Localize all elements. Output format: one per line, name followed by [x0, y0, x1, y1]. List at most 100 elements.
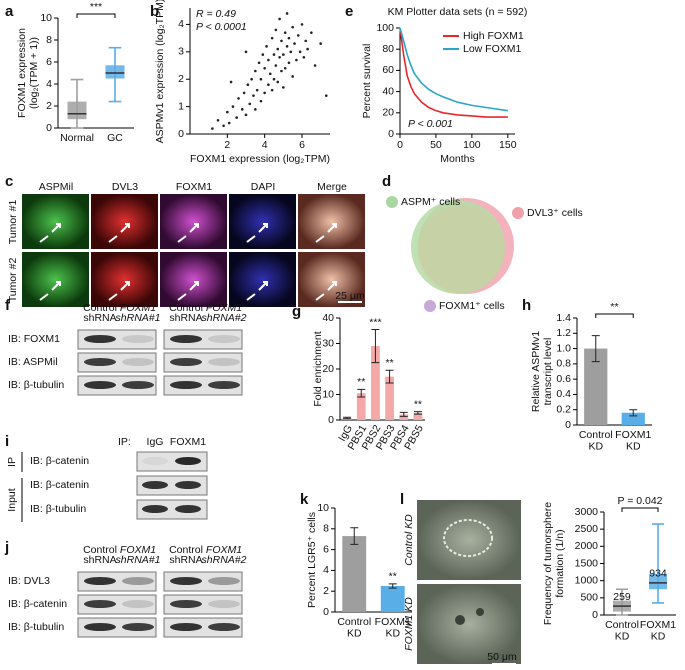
arrow — [108, 281, 130, 301]
blot — [163, 329, 243, 350]
point — [276, 47, 280, 51]
row-label: IB: FOXM1 — [8, 333, 60, 345]
point — [270, 88, 274, 92]
bar — [399, 414, 409, 420]
blot-band — [84, 335, 116, 343]
error-bar — [371, 328, 380, 364]
y-axis-label: Fold enrichment — [312, 331, 324, 406]
point — [293, 42, 296, 45]
x-tick-label: 100 — [463, 139, 481, 151]
x-tick-label: 50 — [430, 139, 442, 151]
lane-label: shRNA#2 — [202, 554, 247, 566]
y-tick-label: 0.4 — [556, 388, 571, 400]
micrograph — [160, 252, 227, 307]
lane-label: shRNA#1 — [116, 554, 161, 566]
row-label: IB: β-tubulin — [8, 379, 64, 391]
blot-band — [122, 600, 154, 608]
row-label: IB: DVL3 — [8, 575, 50, 587]
blot — [77, 571, 157, 592]
point — [306, 47, 309, 51]
arrow — [246, 281, 268, 301]
error-bar — [357, 388, 366, 398]
panel-label: h — [522, 297, 531, 314]
x-tick-label: 6 — [299, 139, 305, 151]
y-tick-label: 100 — [376, 22, 394, 34]
lane-label: FOXM1 — [120, 302, 156, 314]
scale-label: 25 μm — [335, 290, 365, 302]
blot-band — [142, 481, 168, 489]
micrograph — [298, 194, 365, 249]
error-bar — [350, 527, 359, 545]
lane-label: FOXM1 — [170, 436, 206, 448]
row-label: IB: β-catenin — [30, 479, 89, 491]
blot-band — [170, 623, 202, 631]
point — [287, 61, 291, 65]
bar — [413, 412, 423, 420]
x-axis-label: Months — [440, 153, 474, 165]
y-tick-label: 10 — [40, 12, 52, 24]
blot-band — [122, 577, 154, 585]
y-tick-label: 1000 — [575, 574, 599, 586]
x-tick-label: 2 — [224, 139, 230, 151]
column-label: DAPI — [251, 181, 276, 193]
median-label: 934 — [649, 568, 667, 580]
y-axis-label: Relative ASPMv1 — [530, 331, 542, 412]
label-line: FOXM1 — [615, 429, 651, 441]
point — [300, 23, 304, 26]
label-line: KD — [626, 440, 641, 452]
blot-band — [208, 623, 240, 631]
bar — [371, 346, 380, 420]
y-tick-label: 8 — [323, 523, 329, 535]
blot — [136, 499, 208, 520]
point — [259, 77, 263, 81]
label-line: KD — [588, 440, 603, 452]
ip-label: IP: — [118, 436, 131, 448]
y-tick-label: 4 — [178, 18, 184, 30]
point — [268, 72, 272, 76]
blot-band — [170, 381, 202, 389]
annotation: P < 0.0001 — [196, 21, 247, 33]
image-label: Control KD — [403, 514, 415, 566]
point — [211, 127, 214, 130]
row-label: IB: β-catenin — [8, 598, 67, 610]
error-bar — [385, 369, 394, 384]
blot-band — [84, 381, 116, 389]
label-line: FOXM1 — [640, 619, 676, 631]
x-tick-label: Control KD — [605, 619, 639, 643]
point — [278, 17, 281, 21]
blot-band — [175, 481, 201, 489]
point — [237, 97, 240, 100]
panel-label: f — [5, 297, 11, 314]
x-tick-label: 4 — [262, 139, 268, 151]
error-bar — [629, 409, 638, 417]
bar — [380, 586, 405, 612]
blot-band — [208, 381, 240, 389]
legend-dot — [512, 207, 524, 219]
point — [313, 64, 317, 67]
label-line: KD — [385, 627, 400, 639]
micrograph — [417, 500, 521, 580]
row-label: IB: β-tubulin — [8, 621, 64, 633]
point — [287, 36, 291, 40]
significance-label: ** — [385, 357, 393, 369]
panel-label: e — [345, 3, 353, 20]
y-tick-label: 1.0 — [556, 342, 571, 354]
point — [298, 50, 302, 54]
y-axis-label: Percent LGR5⁺ cells — [306, 512, 318, 608]
point — [280, 39, 283, 43]
blot-band — [208, 600, 240, 608]
x-tick-label: FOXM1 KD — [615, 429, 651, 453]
panel-label: c — [5, 173, 13, 190]
y-tick-label: 3 — [178, 46, 184, 58]
y-tick-label: 0 — [323, 606, 329, 618]
arrow — [246, 223, 268, 243]
blot — [136, 475, 208, 496]
annotation: R = 0.49 — [196, 8, 236, 20]
blot — [77, 375, 157, 396]
line — [399, 27, 508, 112]
point — [240, 108, 244, 111]
y-axis-label: (log₂(TPM + 1)) — [28, 37, 40, 109]
point — [272, 53, 276, 56]
lane-label: Control — [83, 544, 117, 556]
point — [291, 75, 294, 78]
